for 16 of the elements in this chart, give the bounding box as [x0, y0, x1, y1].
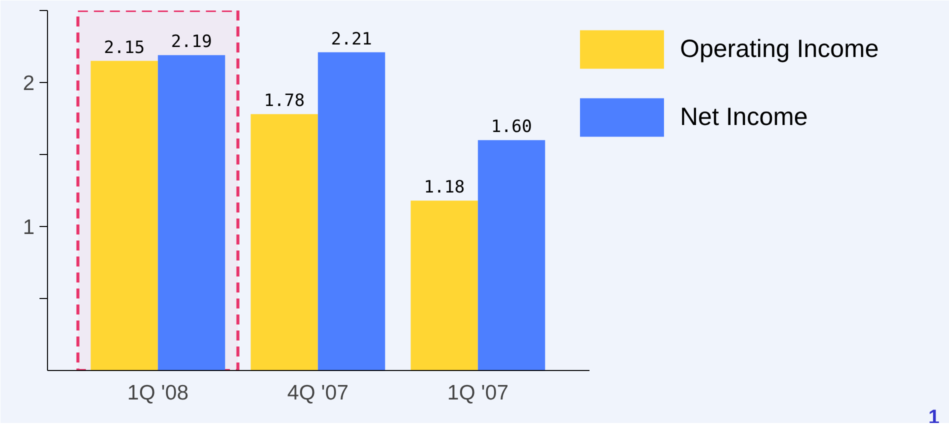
y-tick-label: 2 — [22, 72, 35, 95]
bar — [410, 200, 478, 370]
text: 2.15 — [104, 38, 145, 58]
bar — [318, 52, 386, 370]
text: 2.21 — [331, 29, 372, 50]
legend-label: Operating Income — [680, 34, 879, 64]
text: 1.18 — [424, 178, 465, 198]
x-tick-label: 4Q '07 — [287, 382, 349, 404]
text: 1.60 — [491, 117, 532, 138]
bar — [250, 114, 318, 370]
text: 2.19 — [171, 32, 212, 52]
text: 1.78 — [264, 91, 305, 112]
x-tick-label: 1Q '08 — [127, 382, 189, 404]
x-tick-label: 1Q '07 — [447, 382, 509, 404]
legend-label: Net Income — [680, 102, 808, 132]
bar — [478, 140, 546, 370]
